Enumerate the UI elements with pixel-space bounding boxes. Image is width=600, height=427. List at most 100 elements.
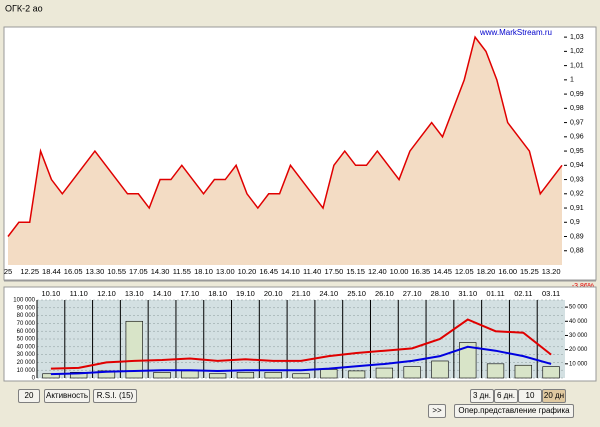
x-tick-label: 16.00 (498, 267, 517, 276)
x-tick-label: 12.10 (97, 289, 116, 298)
y-tick-label: 80 000 (17, 313, 36, 319)
volume-bar (264, 372, 282, 379)
y-tick-label: 0,89 (570, 233, 584, 240)
x-tick-label: 13.20 (542, 267, 561, 276)
x-tick-label: 17.05 (129, 267, 148, 276)
x-tick-label: 13.30 (86, 267, 105, 276)
x-tick-label: 18.44 (42, 267, 61, 276)
volume-bar (208, 373, 227, 379)
days-20-button[interactable]: 20 дн (542, 389, 566, 403)
y2-tick-label: 40 000 (569, 319, 588, 325)
oper-button[interactable]: Опер.представление графика (454, 404, 574, 418)
y-tick-label: 0,91 (570, 205, 584, 212)
volume-bar (125, 320, 143, 379)
x-tick-label: 25 (4, 267, 12, 276)
x-tick-label: 13.10 (125, 289, 144, 298)
activity-line (50, 345, 552, 376)
x-tick-label: 10.10 (42, 289, 61, 298)
volume-bar (431, 360, 449, 379)
volume-bar (514, 364, 532, 379)
window-title: ОГК-2 ао (5, 3, 43, 13)
x-tick-label: 28.10 (431, 289, 450, 298)
x-tick-label: 11.10 (70, 289, 88, 298)
x-tick-label: 01.11 (486, 289, 504, 298)
volume-bar (486, 363, 505, 379)
x-tick-label: 12.25 (20, 267, 39, 276)
x-tick-label: 25.10 (347, 289, 366, 298)
x-tick-label: 15.25 (520, 267, 539, 276)
activity-line (50, 318, 552, 370)
x-tick-label: 11.55 (173, 267, 191, 276)
y-tick-label: 0,95 (570, 148, 584, 155)
y-tick-label: 0,98 (570, 105, 584, 112)
x-tick-label: 02.11 (514, 289, 532, 298)
y-tick-label: 0,96 (570, 134, 584, 141)
activity-button[interactable]: Активность (44, 389, 90, 403)
volume-bar (347, 370, 366, 379)
volume-bar (542, 366, 560, 379)
rsi-button[interactable]: R.S.I. (15) (93, 389, 137, 403)
x-tick-label: 16.35 (411, 267, 430, 276)
period-button[interactable]: 20 (18, 389, 40, 403)
volume-bar (292, 373, 310, 379)
x-tick-label: 10.55 (107, 267, 126, 276)
y2-tick-label: 50 000 (569, 305, 588, 311)
days-10-button[interactable]: 10 дн. (518, 389, 542, 412)
y-tick-label: 30 000 (17, 352, 36, 358)
y-tick-label: 0,94 (570, 162, 584, 169)
x-tick-label: 12.05 (455, 267, 474, 276)
x-tick-label: 31.10 (458, 289, 477, 298)
y-tick-label: 0,9 (570, 219, 580, 226)
price-area (8, 37, 562, 265)
x-tick-label: 26.10 (375, 289, 394, 298)
y-tick-label: 1,03 (570, 34, 584, 41)
more-button[interactable]: >> (428, 404, 446, 418)
volume-bar (320, 369, 338, 379)
y-tick-label: 20 000 (17, 360, 36, 366)
y-tick-label: 1,02 (570, 48, 584, 55)
x-tick-label: 10.20 (238, 267, 257, 276)
x-tick-label: 17.10 (180, 289, 199, 298)
x-tick-label: 16.05 (64, 267, 83, 276)
x-tick-label: 18.10 (194, 267, 213, 276)
x-tick-label: 03.11 (542, 289, 560, 298)
x-tick-label: 12.40 (368, 267, 387, 276)
x-tick-label: 14.10 (153, 289, 172, 298)
y-tick-label: 0,92 (570, 191, 584, 198)
y-tick-label: 60 000 (17, 329, 36, 335)
y-tick-label: 0,99 (570, 91, 584, 98)
y2-tick-label: 20 000 (569, 347, 588, 353)
volume-bar (403, 366, 421, 379)
volume-bar (181, 370, 199, 379)
x-tick-label: 20.10 (264, 289, 283, 298)
y-tick-label: 1,01 (570, 62, 584, 69)
x-tick-label: 19.10 (236, 289, 255, 298)
volume-bar (153, 372, 171, 379)
y-tick-label: 70 000 (17, 321, 36, 327)
change-label: -3,86% (572, 283, 594, 290)
title-bar (0, 0, 600, 17)
volume-bar (236, 372, 255, 379)
y-tick-label: 0,88 (570, 248, 584, 255)
chart-canvas: ОГК-2 ао www.MarkStream.ru -3,86% 0,88 0,… (0, 0, 600, 382)
x-tick-label: 14.10 (281, 267, 300, 276)
y-tick-label: 0,97 (570, 119, 584, 126)
x-tick-label: 10.00 (390, 267, 409, 276)
x-tick-label: 21.10 (292, 289, 311, 298)
y2-tick-label: 30 000 (569, 333, 588, 339)
source-link[interactable]: www.MarkStream.ru (479, 28, 552, 37)
y-tick-label: 50 000 (17, 337, 36, 343)
days-6-button[interactable]: 6 дн. (494, 389, 518, 403)
y-tick-label: 0,93 (570, 176, 584, 183)
y-tick-label: 40 000 (17, 344, 36, 350)
volume-bar (375, 367, 394, 379)
days-3-button[interactable]: 3 дн. (470, 389, 494, 403)
x-tick-label: 14.45 (433, 267, 452, 276)
x-tick-label: 16.45 (259, 267, 278, 276)
x-tick-label: 17.50 (324, 267, 343, 276)
x-tick-label: 24.10 (319, 289, 338, 298)
y-tick-label: 10 000 (17, 368, 36, 374)
x-tick-label: 14.30 (151, 267, 170, 276)
x-tick-label: 27.10 (403, 289, 422, 298)
